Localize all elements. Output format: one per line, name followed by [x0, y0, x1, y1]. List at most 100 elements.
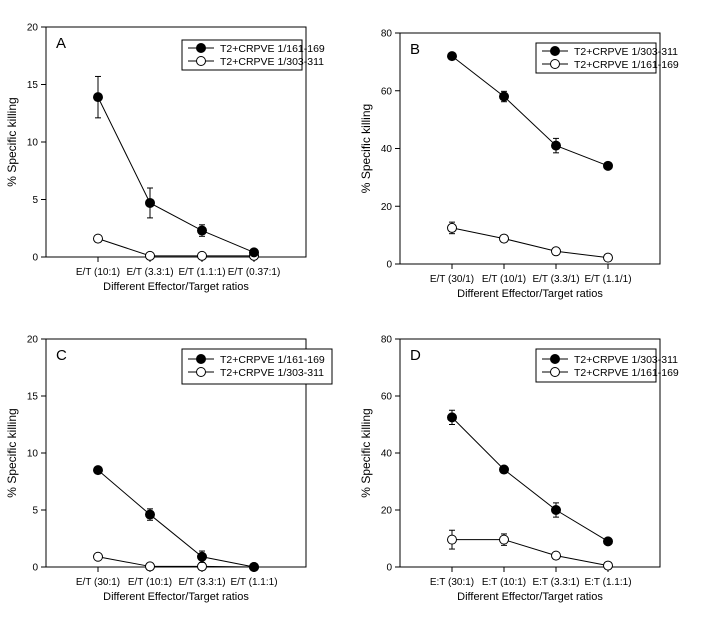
legend-marker: [196, 43, 206, 53]
series-line: [451, 417, 609, 542]
legend-marker: [550, 367, 560, 377]
data-point-filled: [603, 536, 613, 547]
data-point-open: [603, 252, 613, 263]
legend-label: T2+CRPVE 1/303-311: [574, 46, 678, 58]
x-tick-label: E/T (1.1:1): [230, 577, 277, 588]
data-point-open: [499, 233, 509, 244]
x-axis-label: Different Effector/Target ratios: [457, 288, 603, 300]
data-point-filled: [249, 562, 259, 572]
x-tick-label: E/T (1.1/1): [584, 274, 631, 285]
data-point-open: [551, 246, 561, 257]
legend-label: T2+CRPVE 1/161-169: [220, 354, 325, 366]
y-tick-label: 0: [32, 563, 38, 574]
x-tick-label: E:T (10:1): [482, 577, 526, 588]
y-tick-label: 60: [381, 86, 393, 97]
legend-label: T2+CRPVE 1/303-311: [574, 354, 678, 366]
x-tick-label: E/T (30:1): [76, 577, 120, 588]
data-point-open: [603, 560, 613, 571]
data-point-open: [145, 561, 155, 572]
data-point-open: [551, 550, 561, 561]
y-tick-label: 15: [27, 80, 39, 91]
data-point-filled: [603, 160, 613, 171]
y-tick-label: 0: [32, 253, 38, 264]
y-tick-label: 80: [381, 335, 393, 346]
y-axis-label: % Specific killing: [5, 408, 19, 497]
y-tick-label: 5: [32, 195, 38, 206]
x-tick-label: E/T (10:1): [76, 267, 120, 278]
y-tick-label: 80: [381, 29, 393, 40]
data-point-filled: [197, 551, 207, 562]
x-tick-label: E/T (1.1:1): [178, 267, 225, 278]
data-point-filled: [145, 197, 155, 208]
x-tick-label: E:T (3.3:1): [532, 577, 579, 588]
legend-box: [181, 348, 333, 385]
x-axis-label: Different Effector/Target ratios: [103, 591, 249, 603]
x-axis-label: Different Effector/Target ratios: [103, 281, 249, 293]
data-point-open: [93, 551, 103, 562]
data-point-filled: [93, 465, 103, 476]
panel-a: 0 5 10 15 20 E/T (10:1) E/T (3.3:1) E/T (1.1:1)…: [5, 23, 325, 294]
legend-marker: [550, 354, 560, 364]
y-tick-label: 20: [381, 202, 393, 213]
data-point-filled: [197, 225, 207, 236]
data-point-open: [447, 534, 457, 545]
data-point-open: [499, 534, 509, 545]
panel-label: C: [56, 347, 67, 364]
y-axis-label: % Specific killing: [359, 104, 373, 193]
x-tick-label: E/T (10/1): [482, 274, 526, 285]
data-point-filled: [551, 140, 561, 151]
series-line: [97, 556, 255, 568]
legend-label: T2+CRPVE 1/161-169: [220, 43, 325, 55]
y-tick-label: 5: [32, 506, 38, 517]
y-tick-label: 0: [386, 260, 392, 271]
series-line: [451, 55, 609, 167]
y-tick-label: 10: [27, 138, 39, 149]
data-point-filled: [551, 505, 561, 515]
x-tick-label: E/T (0.37:1): [228, 267, 281, 278]
x-axis-label: Different Effector/Target ratios: [457, 591, 603, 603]
data-point-open: [93, 233, 103, 244]
y-tick-label: 20: [27, 23, 39, 34]
legend-marker: [550, 46, 560, 56]
y-tick-label: 60: [381, 392, 393, 403]
panel-label: D: [410, 347, 421, 364]
x-tick-label: E/T (3.3:1): [126, 267, 173, 278]
y-tick-label: 40: [381, 449, 393, 460]
panel-d: 0 20 40 60 80 E:T (30:1) E:T (10:1) E:T (3.3:1)…: [359, 335, 679, 604]
y-tick-label: 10: [27, 449, 39, 460]
data-point-filled: [93, 92, 103, 103]
legend-marker: [196, 367, 206, 377]
x-tick-label: E/T (10:1): [128, 577, 172, 588]
data-point-filled: [447, 51, 457, 62]
data-point-open: [197, 561, 207, 572]
x-tick-label: E:T (30:1): [430, 577, 474, 588]
series-line: [452, 539, 609, 567]
data-point-open: [447, 222, 457, 233]
y-axis-label: % Specific killing: [5, 97, 19, 186]
y-tick-label: 0: [386, 563, 392, 574]
series-line: [97, 96, 255, 253]
x-tick-label: E/T (3.3/1): [532, 274, 579, 285]
data-point-open: [145, 250, 155, 261]
panel-b: 0 20 40 60 80 E/T (30/1) E/T (10/1) E/T (3.3/1)…: [359, 29, 679, 301]
series-line: [451, 227, 609, 259]
x-tick-label: E/T (30/1): [430, 274, 474, 285]
legend-marker: [196, 56, 206, 66]
series-line: [97, 238, 254, 257]
x-tick-label: E:T (1.1:1): [584, 577, 631, 588]
data-point-filled: [249, 247, 259, 258]
legend-label: T2+CRPVE 1/303-311: [220, 56, 324, 68]
data-point-filled: [145, 509, 155, 520]
legend-label: T2+CRPVE 1/161-169: [574, 367, 679, 379]
y-tick-label: 40: [381, 144, 393, 155]
legend-marker: [550, 59, 560, 69]
y-tick-label: 20: [381, 506, 393, 517]
panel-label: A: [56, 35, 66, 52]
legend-label: T2+CRPVE 1/303-311: [220, 367, 324, 379]
data-point-filled: [499, 91, 509, 102]
